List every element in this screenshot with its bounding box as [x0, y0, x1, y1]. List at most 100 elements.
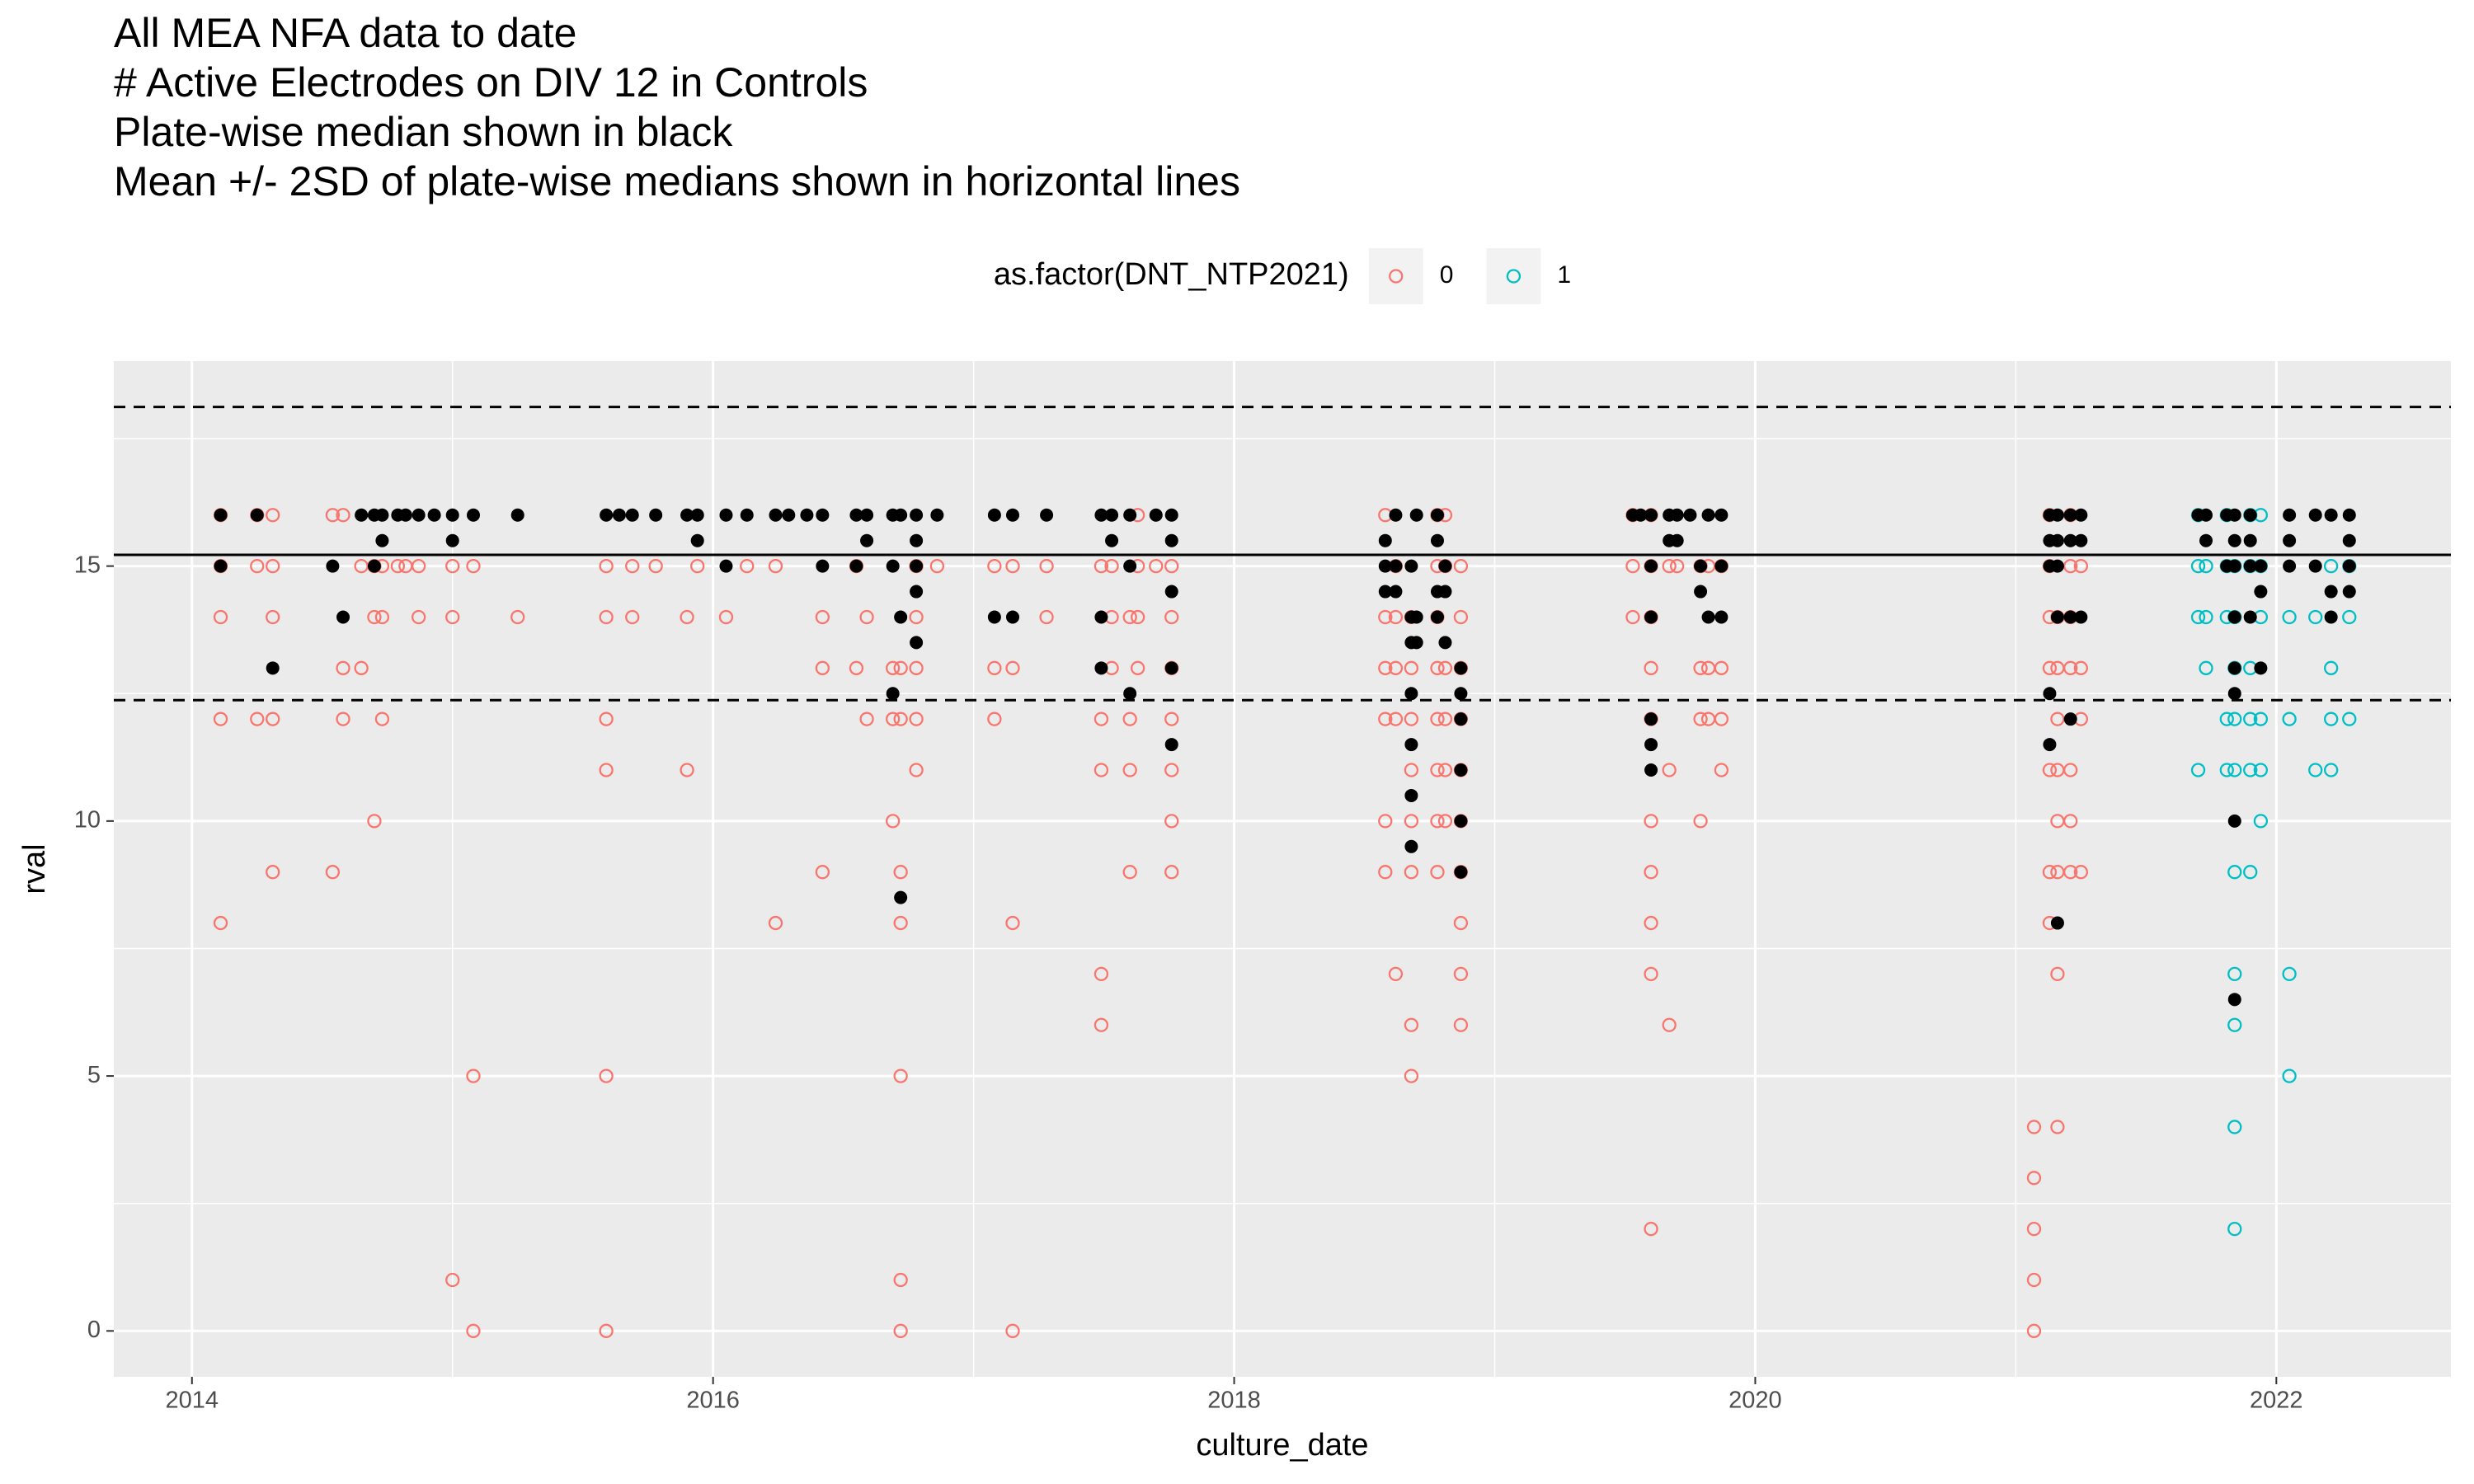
median-point [1454, 712, 1468, 726]
point [1430, 814, 1445, 829]
point [1122, 865, 1137, 880]
median-point [2243, 533, 2257, 547]
median-point [1644, 508, 1658, 522]
point [599, 1323, 614, 1338]
point [599, 763, 614, 777]
point [886, 814, 901, 829]
point [2073, 660, 2089, 675]
point [213, 609, 228, 625]
point [1164, 865, 1179, 880]
median-point [886, 687, 900, 701]
point [1388, 966, 1404, 982]
median-point [336, 610, 350, 624]
point [367, 814, 382, 829]
point [1670, 558, 1685, 574]
point [886, 660, 901, 675]
median-point [649, 508, 663, 522]
point [909, 609, 924, 625]
point [1714, 711, 1729, 726]
median-point [1454, 687, 1468, 701]
point [374, 609, 390, 625]
point [2063, 814, 2078, 829]
median-point [1389, 508, 1403, 522]
point [2243, 763, 2258, 777]
point [266, 609, 280, 625]
point [1662, 558, 1677, 574]
legend-symbol [1389, 269, 1404, 284]
point [1693, 711, 1708, 726]
median-point [894, 610, 908, 624]
median-point [2342, 559, 2356, 573]
point [325, 865, 341, 880]
median-point [2254, 585, 2268, 599]
point [2253, 763, 2269, 777]
median-point [1164, 585, 1178, 599]
median-point [1389, 585, 1403, 599]
point [987, 660, 1002, 675]
point [1437, 711, 1453, 726]
point [718, 609, 734, 625]
median-point [1389, 559, 1403, 573]
point [1005, 660, 1020, 675]
median-point [1634, 508, 1648, 522]
point [1378, 814, 1393, 829]
point [2308, 763, 2323, 777]
median-point [1006, 508, 1019, 522]
point [2219, 711, 2234, 726]
point [2050, 711, 2065, 726]
median-point [1040, 508, 1054, 522]
median-point [816, 508, 830, 522]
point [1149, 558, 1164, 574]
point [2227, 763, 2242, 777]
median-point [2324, 610, 2338, 624]
median-point [1404, 738, 1418, 752]
legend-label: 0 [1440, 261, 1454, 289]
median-point [690, 508, 704, 522]
median-point [987, 610, 1001, 624]
point [2199, 660, 2213, 675]
point [2219, 763, 2234, 777]
point [1094, 711, 1109, 726]
median-point [2063, 712, 2077, 726]
median-point [2063, 533, 2077, 547]
median-point [2227, 610, 2241, 624]
median-point [1644, 559, 1658, 573]
point [1131, 609, 1145, 625]
point [2227, 865, 2242, 880]
median-point [1430, 533, 1444, 547]
point [336, 508, 350, 523]
median-point [2283, 533, 2297, 547]
median-point [2283, 508, 2297, 522]
title-line: Mean +/- 2SD of plate-wise medians shown… [114, 158, 1240, 204]
point [1437, 814, 1453, 829]
point [909, 763, 924, 777]
median-point [1164, 533, 1178, 547]
point [2073, 558, 2089, 574]
point [1404, 865, 1419, 880]
median-point [800, 508, 814, 522]
median-point [1404, 687, 1418, 701]
median-point [2254, 661, 2268, 675]
median-point [1094, 661, 1108, 675]
point [1453, 915, 1469, 931]
point [2324, 558, 2339, 574]
point [2282, 1068, 2297, 1083]
point [893, 865, 908, 880]
median-point [1149, 508, 1163, 522]
point [1388, 609, 1404, 625]
median-point [1644, 763, 1658, 777]
point [2253, 711, 2269, 726]
median-point [910, 559, 924, 573]
x-tick-label: 2018 [1207, 1388, 1261, 1414]
median-point [398, 508, 412, 522]
point [893, 915, 908, 931]
legend: as.factor(DNT_NTP2021) 0 1 [994, 248, 1571, 304]
median-point [1378, 559, 1392, 573]
point [354, 660, 369, 675]
x-tick-label: 2016 [686, 1388, 740, 1414]
point [1104, 558, 1119, 574]
median-point [375, 533, 389, 547]
median-point [2050, 533, 2064, 547]
point [1378, 660, 1393, 675]
